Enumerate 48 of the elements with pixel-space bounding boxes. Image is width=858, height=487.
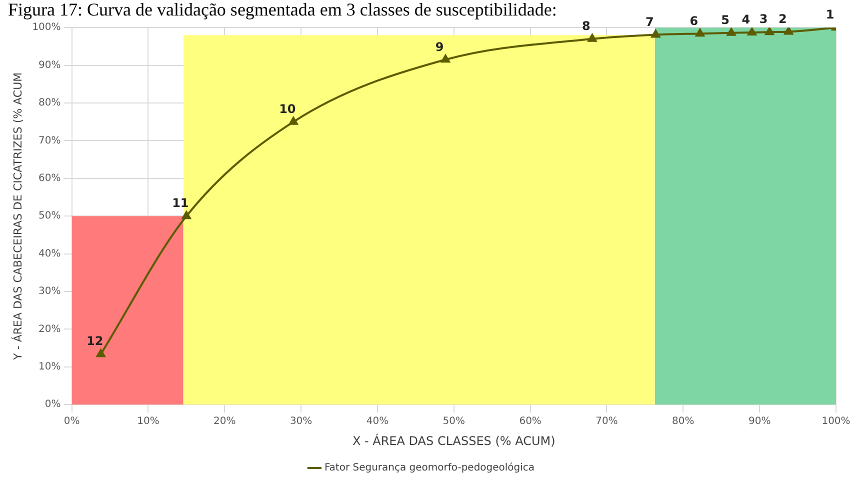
annotation: 4 [742,12,750,27]
legend-label: Fator Segurança geomorfo-pedogeológica [324,462,535,474]
y-tick-label: 70% [38,135,61,146]
x-tick-label: 70% [596,416,618,428]
annotation: 6 [690,14,698,28]
x-axis-title: X - ÁREA DAS CLASSES (% ACUM) [352,432,556,448]
annotation: 1 [826,8,834,22]
annotation: 10 [279,102,296,116]
y-tick-label: 50% [38,210,61,222]
x-tick-label: 0% [64,416,80,428]
x-tick-label: 50% [442,416,466,428]
point [441,54,450,63]
x-tick-label: 20% [214,416,236,428]
point [96,349,106,358]
annotation: 5 [721,13,730,28]
annotation: 9 [435,40,444,54]
point [696,28,704,37]
x-tick-label: 80% [672,416,694,428]
point [651,30,660,38]
annotation: 8 [582,19,590,34]
annotation: 7 [645,14,654,29]
y-axis-title: Y - ÁREA DAS CABECEIRAS DE CICATRIZES (% ACUM [10,72,24,361]
annotation: 2 [778,12,787,26]
chart-title: Figura 17: Curva de validação segmentada em 3 classes de susceptibilidade: [8,0,557,20]
point [747,28,756,36]
x-tick-label: 90% [748,416,771,428]
y-tick-label: 80% [38,98,61,109]
annotation: 12 [86,334,104,348]
y-tick-label: 20% [38,324,61,335]
y-tick-label: 90% [38,60,61,71]
point [588,34,597,42]
x-tick-label: 10% [137,416,160,428]
point [288,116,298,125]
x-tick-label: 100% [822,416,850,428]
point [765,28,774,36]
x-tick-label: 60% [519,416,542,428]
annotation: 3 [759,12,768,26]
x-tick-label: 30% [290,416,312,428]
y-tick-label: 100% [32,22,61,34]
y-tick-label: 60% [38,172,61,184]
y-tick-label: 40% [38,248,61,260]
point [784,28,794,35]
x-tick-label: 40% [366,416,389,428]
y-tick-label: 0% [44,399,61,410]
point [182,211,191,220]
point [726,28,736,36]
y-tick-label: 10% [38,361,61,372]
y-tick-label: 30% [38,286,61,298]
